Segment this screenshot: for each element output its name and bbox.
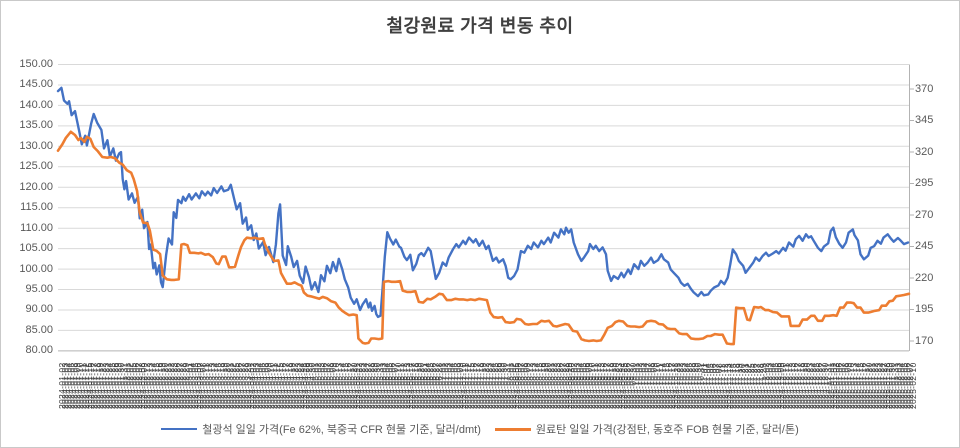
right-axis-labels: 370 345 320 295 270 245 220 195 170 (915, 1, 955, 447)
y-axis-label-right: 195 (915, 303, 934, 315)
y-axis-label-right: 170 (915, 334, 934, 347)
y-axis-label-right: 220 (915, 271, 934, 284)
legend-item-iron-ore: 철광석 일일 가격(Fe 62%, 북중국 CFR 현물 기준, 달러/dmt) (161, 421, 481, 437)
y-axis-label-left: 125.00 (19, 160, 53, 173)
y-axis-label-right: 370 (915, 82, 934, 95)
y-axis-label-right: 270 (915, 208, 934, 221)
legend-label-coking-coal: 원료탄 일일 가격(강점탄, 동호주 FOB 현물 기준, 달러/톤) (535, 424, 799, 436)
y-axis-label-left: 130.00 (19, 139, 53, 152)
y-axis-label-left: 85.00 (25, 323, 53, 336)
series-line-coking-coal (56, 130, 911, 346)
y-axis-label-left: 140.00 (19, 98, 53, 111)
left-axis-labels: 150.00 145.00 140.00 135.00 130.00 125.00 120.… (1, 1, 53, 447)
y-axis-label-left: 100.00 (19, 262, 53, 275)
y-axis-label-left: 95.00 (25, 283, 53, 296)
y-axis-label-left: 120.00 (19, 180, 53, 193)
y-axis-label-left: 110.00 (20, 221, 53, 234)
y-axis-label-right: 245 (915, 240, 934, 252)
y-axis-label-right: 320 (915, 145, 934, 158)
y-axis-label-right: 295 (915, 177, 934, 189)
legend-line-sample-orange (494, 427, 531, 431)
y-axis-label-left: 80.00 (25, 344, 53, 357)
chart-title: 철강원료 가격 변동 추이 (386, 16, 574, 36)
y-axis-label-left: 105.00 (19, 242, 53, 255)
y-axis-label-left: 145.00 (19, 78, 53, 91)
y-axis-label-left: 90.00 (25, 303, 53, 316)
y-axis-label-left: 150.00 (19, 58, 53, 70)
legend-item-coking-coal: 원료탄 일일 가격(강점탄, 동호주 FOB 현물 기준, 달러/톤) (494, 421, 799, 437)
y-axis-label-left: 115.00 (20, 201, 53, 214)
legend-line-sample-blue (161, 427, 198, 431)
y-axis-label-right: 345 (915, 114, 934, 126)
y-axis-label-left: 135.00 (19, 119, 53, 132)
series-line-iron-ore (56, 86, 910, 319)
legend: 철광석 일일 가격(Fe 62%, 북중국 CFR 현물 기준, 달러/dmt)… (1, 421, 959, 437)
legend-label-iron-ore: 철광석 일일 가격(Fe 62%, 북중국 CFR 현물 기준, 달러/dmt) (202, 424, 481, 436)
